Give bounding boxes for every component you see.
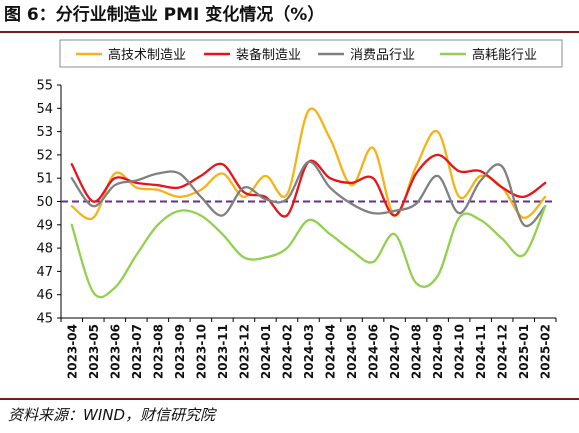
legend-label-energy-intensive: 高耗能行业 <box>472 47 537 63</box>
y-tick-label: 47 <box>36 265 53 280</box>
y-tick-label: 54 <box>36 102 53 117</box>
x-tick-label: 2024-10 <box>453 324 467 379</box>
x-tick-label: 2024-12 <box>496 324 510 379</box>
x-tick-label: 2023-10 <box>194 324 208 379</box>
x-tick-label: 2024-01 <box>259 324 273 379</box>
y-tick-label: 46 <box>36 288 53 303</box>
x-axis: 2023-04 2023-05 2023-06 2023-07 2023-08 2023-… <box>60 317 557 379</box>
y-tick-label: 55 <box>36 79 53 94</box>
y-axis: 45 46 47 48 49 50 51 52 53 54 55 <box>36 79 62 327</box>
title-divider <box>0 31 579 33</box>
x-tick-label: 2023-07 <box>130 324 144 379</box>
legend-label-equipment: 装备制造业 <box>236 47 301 63</box>
legend-box <box>59 39 563 68</box>
x-tick-label: 2024-03 <box>302 324 316 379</box>
x-tick-label: 2023-11 <box>216 324 230 379</box>
x-tick-label: 2024-07 <box>388 324 402 379</box>
series-line-equipment <box>70 153 547 218</box>
y-tick-label: 49 <box>36 218 53 233</box>
source-divider <box>0 398 579 400</box>
y-tick-label: 51 <box>36 172 53 187</box>
y-tick-label: 48 <box>36 242 53 257</box>
x-tick-label: 2024-11 <box>474 324 488 379</box>
series-group <box>70 107 547 299</box>
legend-label-high-tech: 高技术制造业 <box>108 47 186 63</box>
x-tick-label: 2023-05 <box>87 324 101 379</box>
x-tick-label: 2024-04 <box>324 324 338 379</box>
x-tick-label: 2023-09 <box>173 324 187 379</box>
x-tick-label: 2024-09 <box>431 324 445 379</box>
y-tick-label: 50 <box>36 195 53 210</box>
line-chart: 高技术制造业 装备制造业 消费品行业 高耗能行业 45 46 47 48 49 50 51 52 53… <box>36 39 563 379</box>
x-tick-label: 2023-12 <box>237 324 251 379</box>
series-line-high-tech <box>70 107 547 221</box>
x-tick-label: 2024-06 <box>367 324 381 379</box>
legend: 高技术制造业 装备制造业 消费品行业 高耗能行业 <box>59 39 563 68</box>
series-line-energy-intensive <box>70 205 547 299</box>
x-tick-label: 2023-06 <box>108 324 122 379</box>
series-line-consumer-goods <box>70 160 547 228</box>
x-tick-label: 2024-08 <box>410 324 424 379</box>
x-tick-label: 2025-01 <box>517 324 531 379</box>
chart-title: 图 6：分行业制造业 PMI 变化情况（%） <box>4 5 325 25</box>
x-tick-label: 2024-02 <box>280 324 294 379</box>
y-tick-label: 52 <box>36 148 53 163</box>
x-tick-label: 2025-02 <box>539 324 553 379</box>
x-tick-label: 2023-04 <box>65 324 79 379</box>
legend-label-consumer-goods: 消费品行业 <box>350 48 415 63</box>
y-tick-label: 53 <box>36 125 53 140</box>
source-note: 资料来源：WIND，财信研究院 <box>8 406 216 424</box>
y-tick-label: 45 <box>36 312 53 327</box>
x-tick-label: 2023-08 <box>151 324 165 379</box>
x-tick-label: 2024-05 <box>345 324 359 379</box>
